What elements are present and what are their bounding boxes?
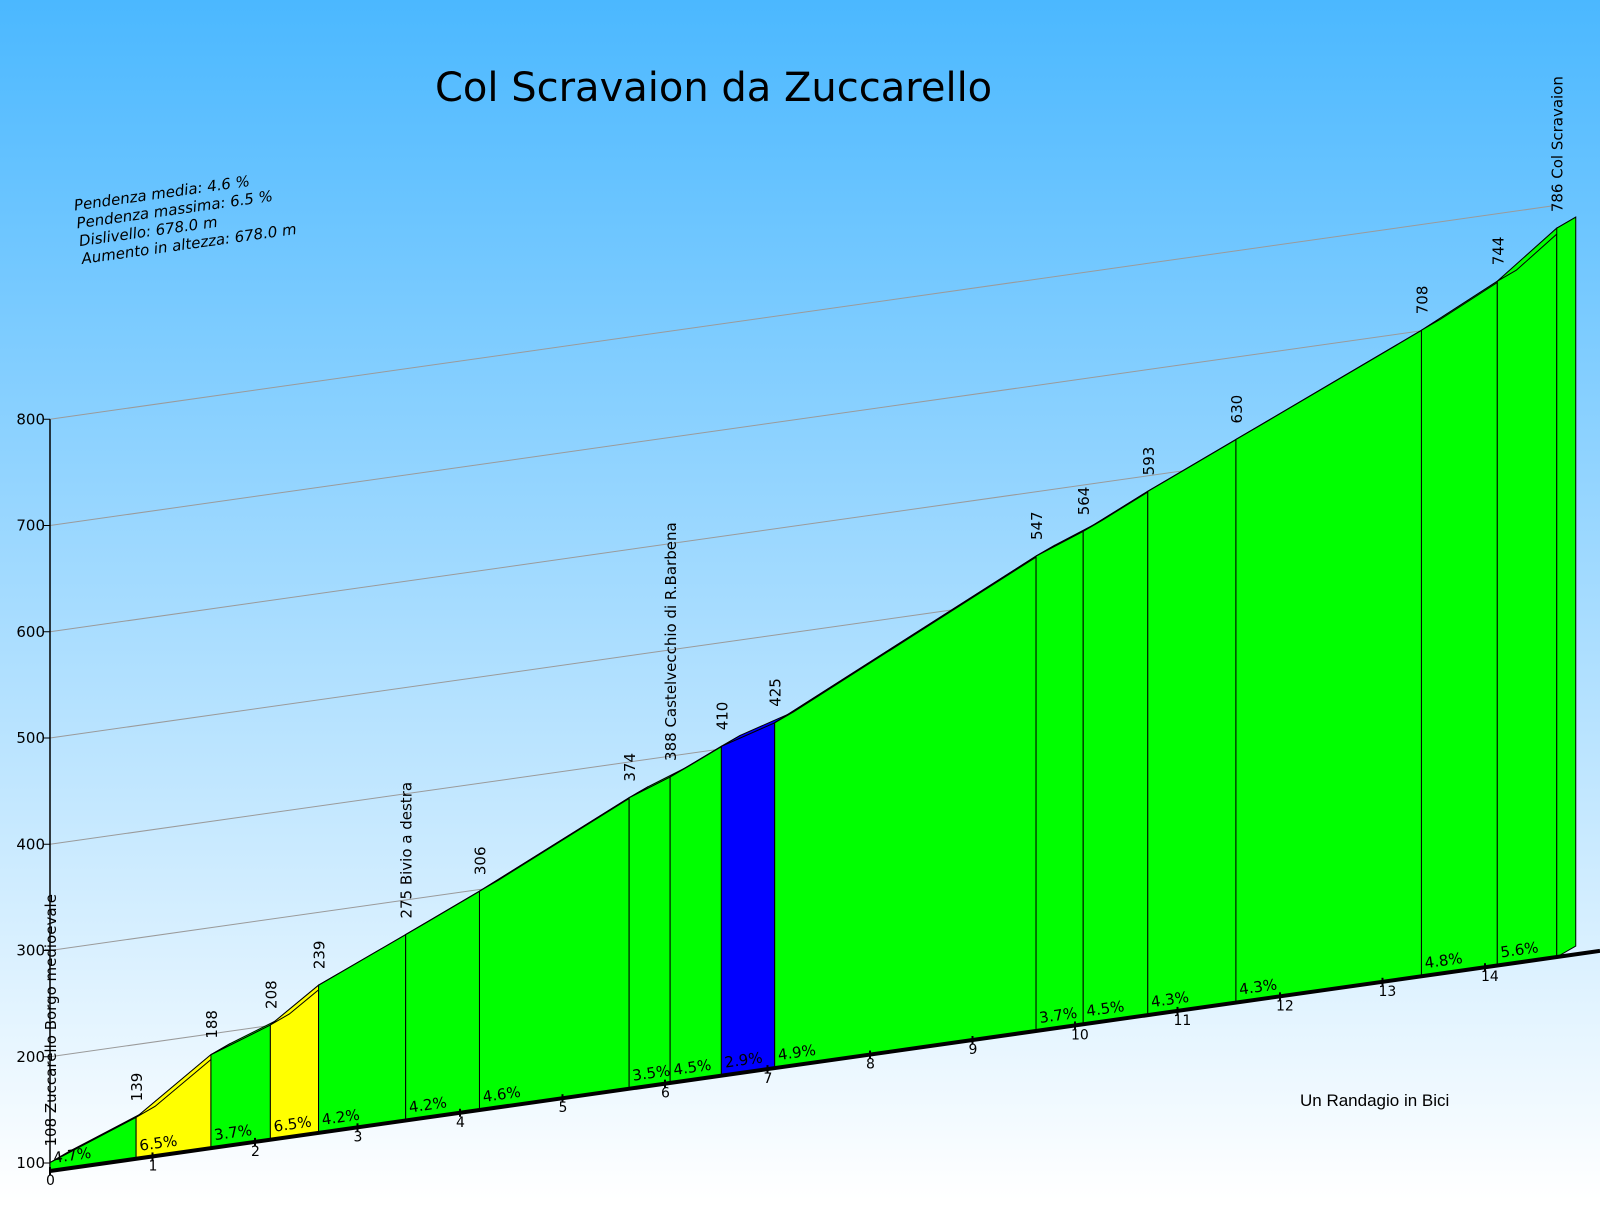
elevation-label-16: 744 [1489, 237, 1507, 266]
elevation-label-15: 708 [1413, 286, 1431, 315]
grade-label-3: 6.5% [272, 1113, 312, 1136]
km-label-9: 9 [969, 1042, 978, 1058]
km-label-2: 2 [251, 1144, 260, 1160]
grade-label-10: 4.9% [777, 1041, 817, 1064]
grid-line-700 [49, 311, 1556, 526]
elevation-label-4: 239 [311, 941, 329, 970]
km-label-4: 4 [456, 1115, 465, 1131]
segment-front-15 [1420, 280, 1498, 977]
segment-front-14 [1235, 329, 1422, 1004]
elevation-label-2: 188 [203, 1010, 221, 1039]
km-label-7: 7 [764, 1071, 773, 1087]
grade-label-4: 4.2% [321, 1106, 361, 1129]
elevation-label-14: 630 [1228, 395, 1246, 424]
y-tick-label-300: 300 [16, 942, 45, 960]
grade-label-15: 4.8% [1424, 949, 1464, 972]
ground-line [49, 948, 1600, 1173]
elevation-label-9: 410 [713, 702, 731, 731]
elevation-label-12: 564 [1075, 487, 1093, 516]
grade-label-2: 3.7% [213, 1121, 253, 1144]
elevation-label-3: 208 [262, 980, 280, 1009]
label-layer: 4.7%6.5% 3.7% 6.5% 4.2%4.2% 4.6%3.5% 4.5% 2.9%… [42, 76, 1567, 1189]
km-label-1: 1 [149, 1158, 158, 1174]
km-label-3: 3 [354, 1129, 363, 1145]
profile-end-face [1556, 216, 1577, 958]
grade-label-16: 5.6% [1499, 938, 1539, 961]
grade-label-12: 4.5% [1085, 997, 1125, 1020]
km-label-6: 6 [661, 1086, 670, 1102]
credit-text: Un Randagio in Bici [1300, 1091, 1449, 1110]
chart-title: Col Scravaion da Zuccarello [435, 65, 992, 111]
segment-front-7 [628, 776, 671, 1090]
km-label-14: 14 [1481, 969, 1499, 985]
km-label-10: 10 [1071, 1027, 1089, 1043]
km-label-13: 13 [1379, 984, 1397, 1000]
km-label-8: 8 [866, 1057, 875, 1073]
y-tick-label-700: 700 [16, 517, 45, 535]
y-axis: 100 200 300 400 500 600 700 800 [16, 410, 51, 1172]
km-label-5: 5 [559, 1100, 568, 1116]
elevation-label-17: 786 Col Scravaion [1549, 76, 1567, 212]
grade-label-6: 4.6% [482, 1083, 522, 1106]
grade-label-8: 4.5% [672, 1056, 712, 1079]
km-label-12: 12 [1276, 998, 1294, 1014]
elevation-label-7: 374 [621, 753, 639, 782]
segment-front-12 [1082, 490, 1149, 1025]
grade-label-9: 2.9% [723, 1048, 763, 1071]
elevation-label-13: 593 [1140, 447, 1158, 476]
y-tick-label-200: 200 [16, 1048, 45, 1066]
segment-front-8 [669, 745, 722, 1084]
grade-label-13: 4.3% [1150, 988, 1190, 1011]
elevation-label-11: 547 [1028, 511, 1046, 540]
elevation-label-1: 139 [128, 1073, 146, 1102]
grade-label-5: 4.2% [408, 1093, 448, 1116]
segment-front-13 [1147, 438, 1237, 1016]
y-tick-label-500: 500 [16, 729, 45, 747]
segment-front-11 [1035, 530, 1084, 1032]
elevation-label-10: 425 [767, 678, 785, 707]
elevation-label-5: 275 Bivio a destra [398, 782, 416, 919]
elevation-label-8: 388 Castelvecchio di R.Barbena [662, 522, 680, 761]
grade-label-1: 6.5% [138, 1132, 178, 1155]
y-tick-label-100: 100 [16, 1154, 45, 1172]
grade-label-7: 3.5% [631, 1062, 671, 1085]
y-tick-label-800: 800 [16, 410, 45, 428]
elevation-label-0: 108 Zuccarello Borgo medioevale [42, 894, 60, 1146]
segment-front-9 [720, 722, 776, 1077]
grade-label-11: 3.7% [1038, 1004, 1078, 1027]
profile-layer [49, 216, 1600, 1173]
y-tick-label-600: 600 [16, 623, 45, 641]
elevation-label-6: 306 [471, 846, 489, 875]
grade-label-14: 4.3% [1238, 975, 1278, 998]
segment-front-16 [1496, 227, 1558, 967]
grid-line-800 [49, 205, 1556, 420]
grade-label-0: 4.7% [52, 1144, 92, 1167]
y-tick-label-400: 400 [16, 835, 45, 853]
km-label-11: 11 [1174, 1013, 1192, 1029]
km-label-0: 0 [46, 1173, 55, 1189]
